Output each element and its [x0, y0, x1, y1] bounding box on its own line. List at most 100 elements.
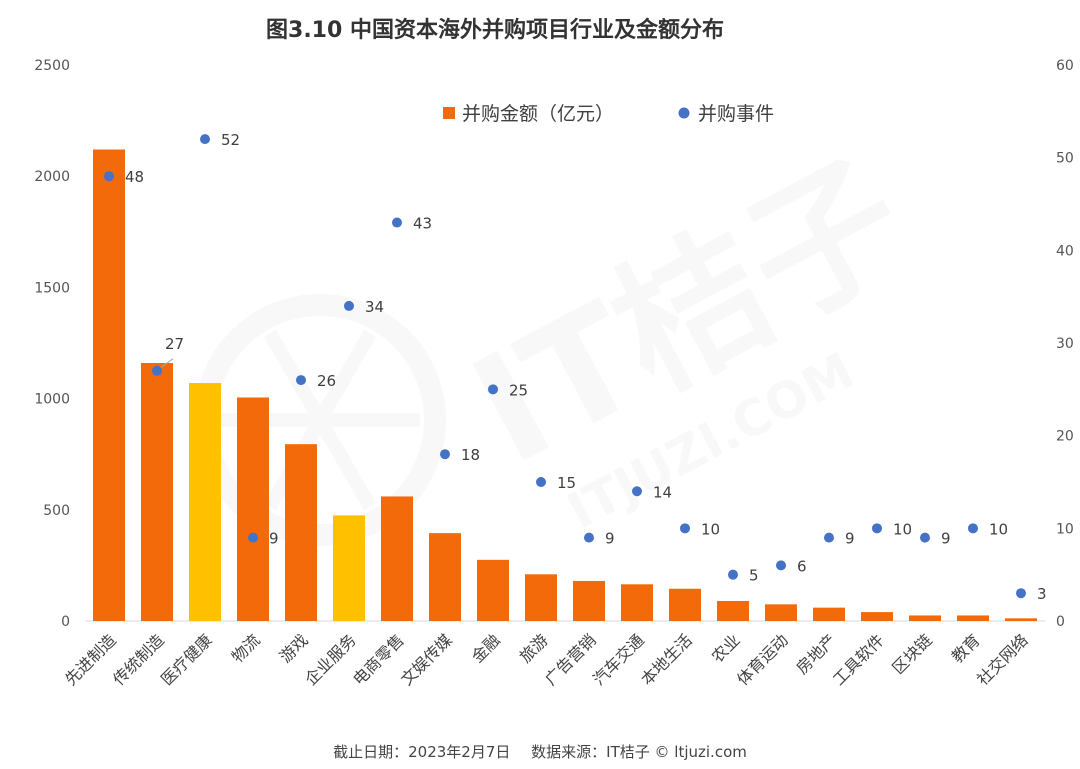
x-tick-label: 文娱传媒 — [397, 630, 456, 689]
x-tick-label: 传统制造 — [109, 630, 168, 689]
scatter-point — [344, 300, 354, 311]
data-label: 26 — [317, 372, 336, 390]
cutoff-date: 截止日期：2023年2月7日 — [333, 743, 511, 761]
data-label: 10 — [989, 520, 1008, 538]
y-left-tick-label: 1000 — [34, 392, 70, 408]
data-label: 18 — [461, 446, 480, 464]
footer: 截止日期：2023年2月7日 数据来源：IT桔子 © ltjuzi.com — [0, 741, 1080, 762]
bar — [93, 149, 125, 621]
scatter-point — [680, 523, 690, 534]
data-label: 43 — [413, 215, 432, 233]
y-left-tick-label: 0 — [61, 614, 70, 630]
scatter-point — [776, 560, 786, 571]
x-tick-label: 物流 — [228, 630, 264, 666]
legend-label: 并购金额（亿元） — [462, 103, 614, 125]
bar — [525, 574, 557, 621]
x-tick-label: 金融 — [468, 630, 504, 666]
x-tick-label: 农业 — [708, 630, 744, 666]
x-tick-label: 广告营销 — [541, 630, 600, 689]
scatter-point — [536, 477, 546, 487]
bar — [573, 580, 605, 621]
data-label: 6 — [797, 557, 807, 575]
scatter-point — [152, 365, 162, 376]
scatter-point — [1016, 588, 1026, 599]
bar — [669, 588, 701, 621]
legend-swatch-bar — [443, 107, 455, 119]
data-label: 9 — [605, 530, 615, 548]
y-right-tick-label: 60 — [1056, 58, 1074, 74]
scatter-point — [392, 217, 402, 228]
bar — [861, 612, 893, 621]
bar — [429, 533, 461, 621]
bar — [333, 515, 365, 621]
data-label: 10 — [701, 520, 720, 538]
bar — [477, 559, 509, 621]
bar — [285, 444, 317, 621]
scatter-point — [104, 171, 114, 182]
bar — [957, 615, 989, 621]
x-tick-label: 电商零售 — [349, 630, 408, 689]
bar — [717, 600, 749, 621]
x-tick-label: 房地产 — [792, 630, 839, 677]
scatter-point — [296, 375, 306, 386]
data-label: 34 — [365, 298, 384, 316]
y-left-tick-label: 2500 — [34, 58, 70, 74]
data-label: 9 — [941, 530, 951, 548]
bar — [189, 383, 221, 621]
x-tick-label: 工具软件 — [829, 630, 888, 689]
data-label: 48 — [125, 168, 144, 186]
y-right-tick-label: 50 — [1056, 151, 1074, 167]
scatter-point — [200, 134, 210, 145]
data-label: 15 — [557, 474, 576, 492]
y-right-tick-label: 0 — [1056, 614, 1065, 630]
scatter-point — [920, 532, 930, 543]
y-left-tick-label: 1500 — [34, 280, 70, 296]
scatter-point — [440, 449, 450, 460]
bar — [909, 615, 941, 621]
x-tick-label: 汽车交通 — [589, 630, 648, 689]
scatter-point — [728, 569, 738, 580]
bar — [621, 584, 653, 621]
scatter-point — [968, 523, 978, 534]
scatter-point — [488, 384, 498, 395]
bar — [237, 397, 269, 621]
y-right-tick-label: 30 — [1056, 336, 1074, 352]
legend-label: 并购事件 — [698, 103, 774, 125]
x-tick-label: 医疗健康 — [157, 630, 216, 689]
data-label: 10 — [893, 520, 912, 538]
bar — [765, 604, 797, 621]
x-tick-label: 区块链 — [888, 630, 935, 677]
x-tick-label: 体育运动 — [733, 630, 792, 689]
y-left-tick-label: 500 — [43, 503, 70, 519]
data-label: 9 — [845, 530, 855, 548]
data-label: 14 — [653, 483, 672, 501]
scatter-point — [824, 532, 834, 543]
x-tick-label: 先进制造 — [61, 630, 120, 689]
watermark-logo-spoke — [313, 329, 377, 424]
data-source: 数据来源：IT桔子 © ltjuzi.com — [531, 743, 747, 761]
scatter-point — [632, 486, 642, 497]
x-tick-label: 教育 — [948, 630, 984, 666]
watermark-logo-spoke — [313, 416, 377, 511]
bar — [1005, 618, 1037, 621]
x-tick-label: 企业服务 — [301, 630, 360, 689]
scatter-point — [872, 523, 882, 534]
x-tick-label: 旅游 — [516, 630, 552, 666]
data-label: 9 — [269, 530, 279, 548]
y-right-tick-label: 40 — [1056, 243, 1074, 259]
chart-title: 图3.10 中国资本海外并购项目行业及金额分布 — [266, 18, 724, 43]
scatter-point — [248, 532, 258, 543]
x-tick-label: 社交网络 — [973, 630, 1032, 689]
y-right-tick-label: 20 — [1056, 429, 1074, 445]
y-right-tick-label: 10 — [1056, 521, 1074, 537]
bar — [381, 496, 413, 621]
bar — [813, 607, 845, 621]
x-tick-label: 游戏 — [276, 630, 312, 666]
data-label-leader — [158, 358, 174, 370]
data-label: 3 — [1037, 585, 1047, 603]
legend-swatch-dot — [678, 107, 690, 119]
data-label: 5 — [749, 567, 759, 585]
data-label: 52 — [221, 131, 240, 149]
